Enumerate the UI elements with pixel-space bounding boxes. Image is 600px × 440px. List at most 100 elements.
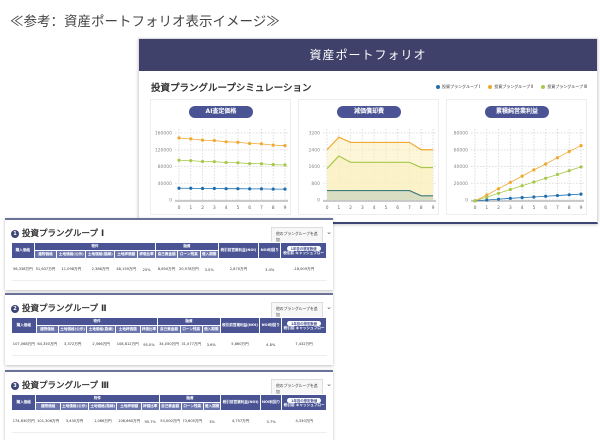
data-point — [508, 196, 512, 200]
x-tick-label: 6 — [396, 205, 399, 211]
data-point — [189, 159, 193, 163]
data-point — [508, 187, 512, 192]
group-number-badge: 3 — [11, 382, 19, 390]
data-point — [177, 136, 181, 140]
chart-svg: 0 20000 40000 60000 80000 0 1 2 3 4 5 6 7 8 9 — [454, 129, 584, 211]
page-title: ≪参考：資産ポートフォリオ表示イメージ≫ — [10, 14, 280, 30]
legend-item[interactable]: 投資プラングループ Ⅰ — [435, 84, 480, 90]
data-point — [508, 180, 512, 185]
col-header: 土地評価額 — [114, 325, 141, 334]
col-header: 土地価格(公示) — [59, 402, 90, 411]
data-point — [248, 141, 252, 146]
x-tick-label: 0 — [474, 205, 477, 211]
table-cell: 48,159万円 — [114, 258, 138, 281]
y-tick-label: 20000 — [454, 181, 468, 187]
group-number-badge: 1 — [11, 230, 19, 238]
table-cell: 4,330万円 — [281, 410, 327, 433]
y-tick-label: 0 — [317, 198, 320, 204]
group-table: 購入価格 物件 融資 税引前営業利益(NOI) NOI利回り 1年目の想定数値税… — [10, 394, 327, 433]
table-cell: 174,630万円 — [11, 410, 36, 433]
table-cell: 3.7% — [260, 410, 282, 433]
table-cell: 101,306万円 — [35, 410, 61, 433]
data-point — [544, 162, 548, 166]
table-cell: 53,000万円 — [159, 410, 182, 433]
col-group-header: 融資 — [155, 242, 219, 251]
data-point — [544, 194, 548, 198]
x-tick-label: 6 — [544, 205, 547, 211]
area-fill — [327, 190, 433, 200]
legend-label: 投資プラングループ Ⅲ — [547, 84, 587, 89]
x-tick-label: 3 — [509, 205, 512, 211]
col-header: 土地価格(路線) — [88, 402, 118, 411]
y-tick-label: 40000 — [454, 164, 468, 170]
col-header-text: 税引前 キャッシュフロー — [283, 402, 325, 407]
table-cell: 3.5% — [200, 258, 219, 281]
y-tick-label: 80000 — [454, 131, 468, 137]
col-header: 購入価格 — [11, 317, 37, 334]
col-group-header: 物件 — [35, 394, 160, 403]
x-tick-label: 0 — [326, 205, 329, 211]
data-point — [555, 156, 560, 160]
x-tick-label: 5 — [532, 205, 535, 211]
col-header: ローン残高 — [179, 325, 203, 334]
col-header: 建物価格 — [33, 250, 58, 259]
data-point — [579, 165, 583, 169]
x-tick-label: 1 — [485, 205, 488, 211]
area-fill — [327, 156, 433, 200]
group-title: 2 投資プラングループ Ⅱ — [11, 302, 107, 314]
col-group-header: 物件 — [35, 317, 159, 326]
table-cell: 95.7% — [141, 410, 160, 433]
x-tick-label: 5 — [236, 205, 239, 211]
x-tick-label: 9 — [432, 205, 435, 211]
col-header: 自己資金額 — [158, 402, 182, 411]
legend-item[interactable]: 投資プラングループ Ⅲ — [541, 84, 587, 90]
data-point — [200, 159, 205, 164]
group-title: 1 投資プラングループ Ⅰ — [11, 227, 104, 239]
table-cell: 34,050万円 — [157, 333, 181, 356]
x-tick-label: 2 — [497, 205, 500, 211]
x-tick-label: 9 — [580, 205, 583, 211]
series-line — [178, 137, 286, 146]
y-tick-label: 0 — [465, 198, 468, 204]
data-point — [567, 149, 571, 154]
col-header-text: 税引前 キャッシュフロー — [283, 325, 325, 330]
data-point — [496, 187, 501, 191]
col-header: 土地評価額 — [116, 402, 142, 411]
series-line — [326, 136, 433, 151]
chart-ai-price: 0 40000 80000 120000 160000 0 1 2 3 4 5 6 7 8 9 AI査定価格 — [150, 99, 291, 215]
data-point — [283, 187, 287, 191]
data-point — [236, 140, 240, 144]
panel-header: 資産ポートフォリオ — [139, 39, 597, 71]
table-cell: 31,077万円 — [180, 333, 203, 356]
data-point — [579, 192, 583, 196]
series-line — [179, 187, 285, 190]
series-line — [178, 159, 286, 166]
series-line — [474, 145, 582, 202]
table-cell: 3.4% — [258, 258, 281, 281]
y-tick-label: 60000 — [454, 147, 468, 153]
data-point — [236, 187, 240, 191]
legend-dot-icon — [541, 85, 546, 89]
chart-legend: 投資プラングループ Ⅰ 投資プラングループ Ⅱ 投資プラングループ Ⅲ — [435, 84, 587, 90]
col-header: ローン残高 — [176, 250, 201, 259]
x-tick-label: 4 — [521, 205, 524, 211]
y-tick-label: 120000 — [155, 147, 172, 153]
series-line — [474, 193, 582, 202]
col-header: 土地価格(公示) — [57, 325, 88, 334]
x-tick-label: 5 — [384, 205, 387, 211]
x-tick-label: 4 — [225, 205, 228, 211]
table-cell: 56,338万円 — [11, 258, 35, 281]
data-point — [248, 187, 252, 191]
first-year-badge: 1年目の想定数値 — [286, 320, 322, 326]
data-point — [259, 142, 264, 146]
table-cell: 11,098万円 — [56, 258, 86, 281]
data-point — [189, 137, 193, 141]
x-tick-label: 7 — [556, 205, 559, 211]
x-tick-label: 8 — [272, 205, 275, 211]
chart-title: 減価償却費 — [337, 106, 401, 118]
table-cell: 2,870万円 — [218, 258, 259, 281]
legend-item[interactable]: 投資プラングループ Ⅱ — [488, 84, 533, 90]
col-header: 土地価格(路線) — [85, 250, 116, 259]
